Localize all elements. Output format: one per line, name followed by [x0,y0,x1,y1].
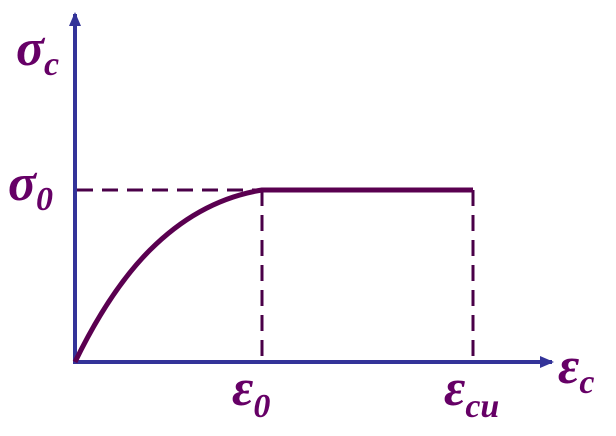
subscript: cu [465,388,499,425]
y-axis-label: σc [16,20,59,83]
subscript: 0 [253,388,270,425]
subscript: 0 [36,181,53,218]
stress-strain-curve [72,187,473,364]
ultimate-strain-label: εcu [444,360,499,425]
symbol: σ [8,155,38,212]
subscript: c [44,46,59,83]
x-axis-label: εc [558,338,594,401]
symbol: σ [16,20,46,77]
symbol: ε [232,360,253,417]
peak-strain-label: ε0 [232,360,270,425]
symbol: ε [558,338,579,395]
peak-stress-label: σ0 [8,155,53,218]
symbol: ε [444,360,465,417]
subscript: c [579,364,594,401]
